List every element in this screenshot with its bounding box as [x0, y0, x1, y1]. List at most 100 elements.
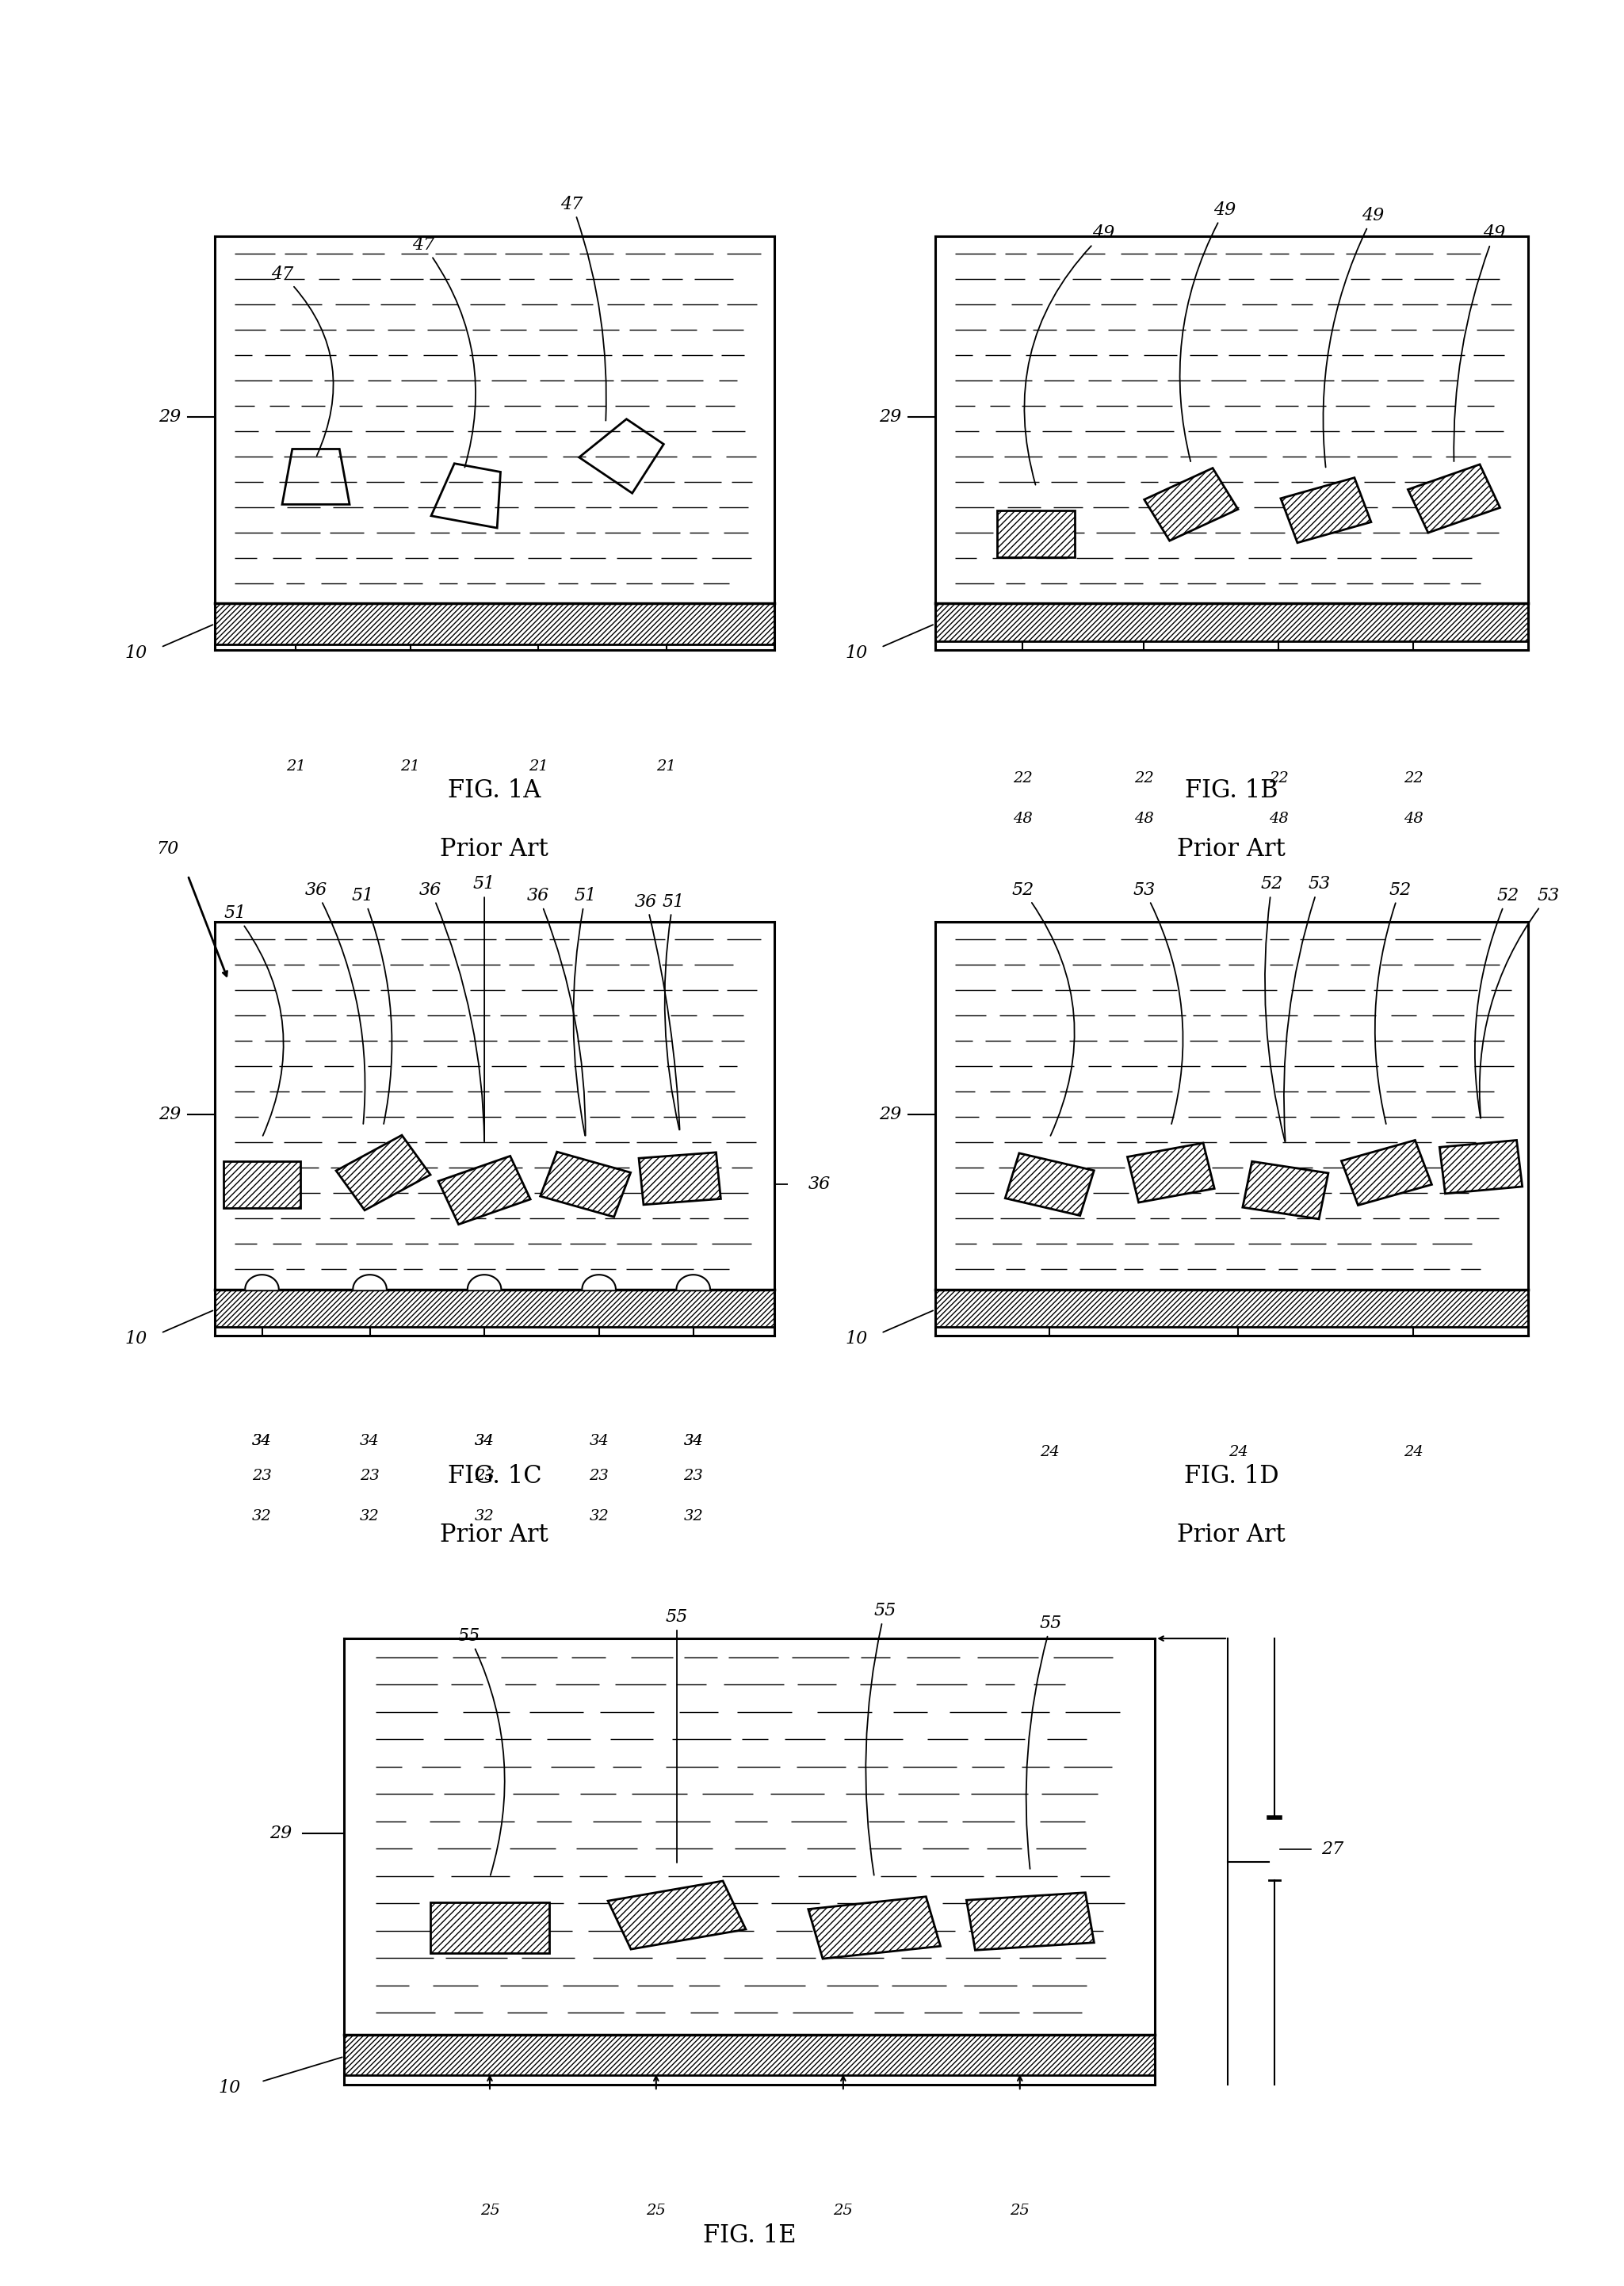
- Text: 27: 27: [1322, 1840, 1343, 1859]
- Text: 52: 52: [1475, 887, 1518, 1118]
- Text: 47: 47: [271, 265, 333, 455]
- Polygon shape: [1127, 1143, 1215, 1202]
- Text: 29: 29: [879, 1106, 901, 1122]
- Text: 70: 70: [156, 841, 179, 857]
- Text: 23: 23: [361, 1468, 380, 1484]
- Bar: [935, 1289, 1528, 1328]
- Text: 34: 34: [474, 1433, 494, 1447]
- Text: 34: 34: [474, 1433, 494, 1447]
- Text: 21: 21: [656, 759, 676, 775]
- Text: 21: 21: [286, 759, 305, 775]
- Text: 23: 23: [252, 1468, 271, 1484]
- Text: 48: 48: [1268, 812, 1288, 825]
- Text: 22: 22: [1134, 770, 1153, 786]
- Polygon shape: [468, 1276, 502, 1289]
- Text: 36: 36: [807, 1175, 830, 1193]
- Text: 53: 53: [1479, 887, 1559, 1118]
- Polygon shape: [336, 1136, 430, 1209]
- Text: 51: 51: [224, 905, 284, 1136]
- Text: 25: 25: [1010, 2204, 1030, 2217]
- Text: 10: 10: [218, 2080, 240, 2096]
- Text: 10: 10: [125, 645, 148, 661]
- Text: 36: 36: [419, 882, 484, 1141]
- Text: 36: 36: [528, 887, 586, 1136]
- Text: Prior Art: Prior Art: [1177, 1522, 1286, 1548]
- Text: 34: 34: [684, 1433, 703, 1447]
- Text: 52: 52: [1376, 882, 1411, 1125]
- Text: 25: 25: [481, 2204, 500, 2217]
- Text: 24: 24: [1403, 1445, 1423, 1461]
- Text: 47: 47: [412, 235, 476, 466]
- Text: 25: 25: [833, 2204, 853, 2217]
- Text: 49: 49: [1025, 224, 1114, 485]
- Text: Prior Art: Prior Art: [440, 837, 549, 862]
- Text: 55: 55: [1026, 1614, 1062, 1870]
- Text: 22: 22: [1268, 770, 1288, 786]
- Text: 52: 52: [1012, 882, 1075, 1136]
- Text: 21: 21: [401, 759, 421, 775]
- Polygon shape: [1439, 1141, 1522, 1193]
- Polygon shape: [352, 1276, 387, 1289]
- Polygon shape: [222, 1161, 300, 1207]
- Polygon shape: [581, 1276, 615, 1289]
- Text: 29: 29: [159, 409, 182, 425]
- Text: 32: 32: [252, 1509, 271, 1525]
- Text: 49: 49: [1324, 208, 1384, 466]
- Text: 48: 48: [1013, 812, 1033, 825]
- Text: 53: 53: [1134, 882, 1182, 1125]
- Text: 34: 34: [252, 1433, 271, 1447]
- Text: 23: 23: [590, 1468, 609, 1484]
- Text: 32: 32: [590, 1509, 609, 1525]
- Text: Prior Art: Prior Art: [440, 1522, 549, 1548]
- Text: 53: 53: [1285, 876, 1330, 1141]
- Text: 34: 34: [361, 1433, 380, 1447]
- Text: FIG. 1E: FIG. 1E: [703, 2222, 796, 2247]
- Text: 49: 49: [1453, 224, 1505, 462]
- Bar: [214, 1289, 775, 1328]
- Text: 55: 55: [866, 1602, 896, 1875]
- Text: 49: 49: [1179, 201, 1236, 462]
- Text: 22: 22: [1013, 770, 1033, 786]
- Polygon shape: [438, 1157, 531, 1225]
- Text: 55: 55: [666, 1609, 689, 1863]
- Text: FIG. 1D: FIG. 1D: [1184, 1465, 1280, 1488]
- Text: 29: 29: [879, 409, 901, 425]
- Text: 23: 23: [474, 1468, 494, 1484]
- Polygon shape: [430, 1902, 549, 1952]
- Text: 32: 32: [361, 1509, 380, 1525]
- Text: 34: 34: [590, 1433, 609, 1447]
- Text: 23: 23: [684, 1468, 703, 1484]
- Text: 10: 10: [125, 1330, 148, 1346]
- Polygon shape: [677, 1276, 710, 1289]
- Text: FIG. 1B: FIG. 1B: [1186, 777, 1278, 802]
- Polygon shape: [607, 1881, 745, 1950]
- Text: 34: 34: [684, 1433, 703, 1447]
- Text: 25: 25: [646, 2204, 666, 2217]
- Text: 48: 48: [1134, 812, 1153, 825]
- Polygon shape: [245, 1276, 279, 1289]
- Text: 51: 51: [573, 887, 596, 1136]
- Polygon shape: [1408, 464, 1501, 533]
- Bar: [344, 2035, 1155, 2076]
- Text: 36: 36: [635, 894, 680, 1129]
- Text: 34: 34: [252, 1433, 271, 1447]
- Text: 52: 52: [1260, 876, 1285, 1141]
- Polygon shape: [541, 1152, 630, 1216]
- Text: 51: 51: [473, 876, 495, 1141]
- Text: 48: 48: [1403, 812, 1423, 825]
- Polygon shape: [1145, 469, 1237, 542]
- Text: 24: 24: [1228, 1445, 1249, 1461]
- Text: FIG. 1A: FIG. 1A: [448, 777, 541, 802]
- Text: 32: 32: [684, 1509, 703, 1525]
- Text: 29: 29: [270, 1824, 292, 1843]
- Polygon shape: [997, 510, 1075, 558]
- Text: 10: 10: [844, 645, 867, 661]
- Text: 55: 55: [458, 1628, 505, 1875]
- Text: 29: 29: [159, 1106, 182, 1122]
- Polygon shape: [1005, 1152, 1095, 1216]
- Bar: [935, 604, 1528, 642]
- Polygon shape: [1242, 1161, 1328, 1218]
- Text: 22: 22: [1403, 770, 1423, 786]
- Text: 10: 10: [844, 1330, 867, 1346]
- Polygon shape: [1281, 478, 1371, 542]
